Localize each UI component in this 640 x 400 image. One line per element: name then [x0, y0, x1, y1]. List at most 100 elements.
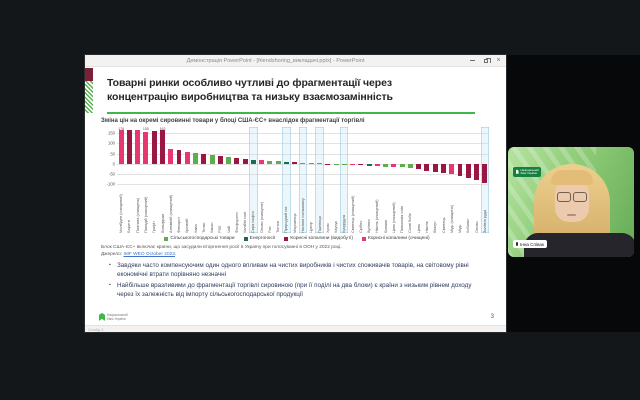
x-axis-label: Какао [209, 222, 215, 233]
y-axis-tick: 50 [110, 151, 115, 156]
legend-swatch [164, 236, 169, 241]
title-divider [107, 112, 475, 114]
x-axis-label: Цинк (очищений) [390, 202, 396, 233]
bar-column: Залізна руда [480, 127, 489, 233]
webcam-video[interactable]: Національний банк України Інна Співак [508, 147, 634, 257]
bar [432, 163, 438, 172]
bar [250, 159, 256, 164]
bar [333, 163, 339, 165]
bar-chart: 178 Молібден (очищений) Барити Платина (очи… [107, 127, 489, 234]
bar-column: Цинк (очищений) [390, 127, 398, 233]
gridline [117, 133, 489, 134]
bar [383, 163, 389, 167]
legend-swatch [284, 236, 289, 241]
x-axis-label: Свинець [440, 217, 446, 233]
bar-column: 155 Паладій (очищений) [142, 127, 150, 234]
x-axis-label: Графіт [151, 220, 157, 233]
close-button[interactable]: × [492, 56, 505, 66]
source-link[interactable]: IMF WEO October 2023 [123, 251, 175, 257]
bar-column: Природний газ [282, 127, 291, 233]
bar-column: Рис [266, 127, 274, 233]
bar-column: Сира нафта [249, 127, 258, 233]
window-titlebar[interactable]: Демонстрація PowerPoint - [friendshoring… [85, 55, 506, 67]
bar [416, 163, 422, 170]
restore-button[interactable] [479, 56, 492, 66]
bar [391, 163, 397, 168]
x-axis-label: Нікель (очищений) [374, 199, 380, 233]
bar-column: Каучук [332, 127, 340, 233]
x-axis-label: Хром [324, 223, 330, 233]
nbu-logo-line1: Національний [107, 312, 128, 317]
legend-label: Корисні копалини (очищені) [367, 236, 430, 241]
x-axis-label: Кобальт [465, 218, 471, 233]
y-axis-tick: -50 [108, 171, 115, 177]
legend-label: Корисні копалини (видобуті) [290, 236, 353, 241]
x-axis-label: Олово (очищене) [258, 201, 264, 233]
bar-column: Срібло [357, 127, 365, 233]
x-axis-label: Кукурудза [341, 214, 347, 233]
bullet-list: Завдяки часто компенсуючим один одного в… [107, 262, 485, 303]
bar-column: Мідь (очищена) [448, 127, 456, 233]
slide-title: Товарні ринки особливо чутливі до фрагме… [107, 76, 495, 104]
bar-column: Пшениця [315, 127, 324, 233]
source-prefix: Джерело: [101, 251, 123, 257]
gridline [117, 153, 489, 155]
gridline [117, 163, 489, 165]
bar-column: 178 Молібден (очищений) [117, 127, 125, 234]
note-text: Блок США-ЄС+ включає країни, що засудили… [101, 245, 342, 250]
bar-column: Фосфорити [233, 127, 241, 233]
x-axis-label: Банани [382, 219, 388, 233]
legend-item: Сільськогосподарські товари [164, 236, 235, 241]
window-controls: × [466, 56, 505, 66]
x-axis-label: Флюорит [176, 216, 182, 233]
bar [151, 131, 157, 164]
y-axis-tick: 0 [112, 161, 115, 167]
x-axis-label: Кава [192, 224, 198, 233]
bar-value-label: 155 [142, 126, 149, 131]
source-period: . [174, 251, 177, 257]
bar-column: Нікель (очищений) [373, 127, 381, 233]
x-axis-label: Рис [266, 226, 272, 233]
x-axis-label: Сира нафта [250, 211, 256, 233]
bar [234, 158, 240, 164]
bar-column: Свинець [439, 127, 447, 233]
minimize-button[interactable] [466, 56, 479, 66]
source-line: Джерело: IMF WEO October 2023. [101, 252, 431, 259]
bar-column: Банани [382, 127, 390, 233]
bar [275, 161, 281, 164]
bar-column: Кукурудза [340, 127, 349, 233]
slide-title-line1: Товарні ринки особливо чутливі до фрагме… [107, 77, 392, 89]
status-slide-counter: Слайд 3 [88, 327, 104, 332]
powerpoint-window: Демонстрація PowerPoint - [friendshoring… [85, 55, 506, 332]
nbu-badge-icon [515, 169, 519, 175]
x-axis-label: Цинк [415, 224, 421, 233]
bar-column: Барити [125, 127, 133, 233]
bar [441, 163, 446, 173]
bar-column: Соєві боби [406, 127, 414, 233]
mic-icon [516, 242, 518, 246]
x-axis-label: Калійні солі [242, 211, 248, 233]
bar-column: Какао [208, 127, 216, 233]
bar-column: Цукор [307, 127, 315, 233]
x-axis-label: Паладій (очищений) [142, 196, 148, 233]
x-axis-label: Нікель [424, 221, 429, 233]
bar [317, 163, 322, 164]
legend-swatch [361, 236, 366, 241]
x-axis-label: Насіння соняшнику [300, 198, 306, 233]
nbu-badge-line2: банк України [520, 170, 538, 175]
chart-note: Блок США-ЄС+ включає країни, що засудили… [101, 245, 431, 258]
x-axis-label: Вугілля [366, 219, 372, 233]
bar [267, 160, 273, 164]
bar [325, 163, 331, 165]
x-axis-label: Титан [200, 222, 206, 233]
bar [135, 130, 141, 164]
bar-column: Свинець (очищений) [348, 127, 356, 233]
nbu-logo-icon [99, 312, 105, 321]
nbu-badge-line1: Національний [520, 167, 539, 172]
x-axis-label: Марганець [291, 213, 297, 233]
legend-swatch [243, 236, 248, 241]
x-axis-label: Молібден (очищений) [118, 194, 124, 233]
bar-column: Кобальт [464, 127, 472, 233]
bar-column: Флюорит [175, 127, 183, 233]
